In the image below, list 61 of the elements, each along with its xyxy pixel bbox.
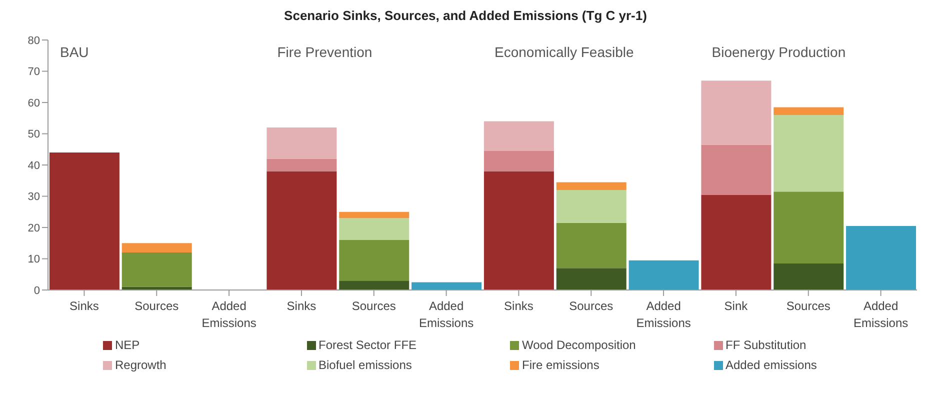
- x-tick-label: Sinks: [286, 299, 316, 313]
- bar: [339, 212, 410, 218]
- bar: [339, 280, 410, 290]
- x-tick-label: Sinks: [70, 299, 99, 313]
- y-tick-label: 40: [28, 160, 40, 172]
- x-tick-label: Added Emissions: [418, 299, 474, 330]
- bar: [701, 144, 772, 195]
- annotation: Bioenergy Production: [712, 44, 846, 60]
- bar: [122, 243, 192, 252]
- bar: [484, 171, 554, 290]
- legend-label: NEP: [115, 338, 140, 352]
- legend-label: Added emissions: [726, 358, 817, 372]
- x-tick-label: Sources: [786, 299, 830, 313]
- bar: [484, 121, 554, 151]
- bar: [339, 218, 410, 240]
- bar: [122, 252, 192, 287]
- legend-label: Regrowth: [115, 358, 166, 372]
- bar: [701, 194, 772, 290]
- x-tick-label: Sinks: [504, 299, 534, 313]
- y-tick-label: 80: [28, 34, 40, 47]
- y-tick-label: 70: [28, 66, 40, 78]
- legend-label: Fire emissions: [522, 358, 600, 372]
- bar: [628, 260, 699, 290]
- bar: [846, 226, 916, 290]
- x-tick-label: Added Emissions: [202, 299, 256, 330]
- legend-label: Wood Decomposition: [522, 338, 636, 352]
- bar: [556, 182, 626, 190]
- annotation: Fire Prevention: [277, 44, 372, 60]
- y-tick-label: 50: [28, 128, 40, 141]
- x-tick-label: Sources: [352, 299, 396, 313]
- bar: [774, 115, 844, 192]
- bar: [412, 282, 482, 290]
- bar: [774, 263, 844, 290]
- bar: [774, 192, 844, 264]
- bar: [266, 171, 337, 290]
- y-tick-label: 10: [28, 254, 40, 266]
- bar: [556, 190, 626, 223]
- bar: [339, 240, 410, 281]
- y-tick-label: 60: [28, 97, 40, 110]
- bar: [556, 222, 626, 268]
- chart-title: Scenario Sinks, Sources, and Added Emissions (Tg C yr-1): [283, 8, 648, 23]
- legend-label: Forest Sector FFE: [318, 338, 417, 352]
- bar: [484, 150, 554, 172]
- x-tick-label: Sources: [569, 299, 614, 313]
- legend-label: Biofuel emissions: [318, 358, 412, 372]
- y-tick-label: 30: [28, 191, 40, 204]
- x-tick-label: Added Emissions: [636, 299, 691, 330]
- y-tick-label: 20: [28, 222, 40, 234]
- x-tick-label: Sources: [134, 299, 179, 313]
- legend-label: FF Substitution: [726, 338, 806, 352]
- bar: [774, 107, 844, 115]
- x-tick-label: Added Emissions: [853, 299, 908, 330]
- bar: [701, 80, 772, 145]
- bar: [49, 152, 120, 290]
- bar: [266, 158, 337, 172]
- x-tick-label: Sink: [724, 299, 749, 313]
- bar: [266, 128, 337, 159]
- bar: [556, 268, 626, 290]
- y-tick-label: 0: [34, 284, 40, 297]
- annotation: Economically Feasible: [494, 44, 634, 60]
- annotation: BAU: [60, 44, 89, 60]
